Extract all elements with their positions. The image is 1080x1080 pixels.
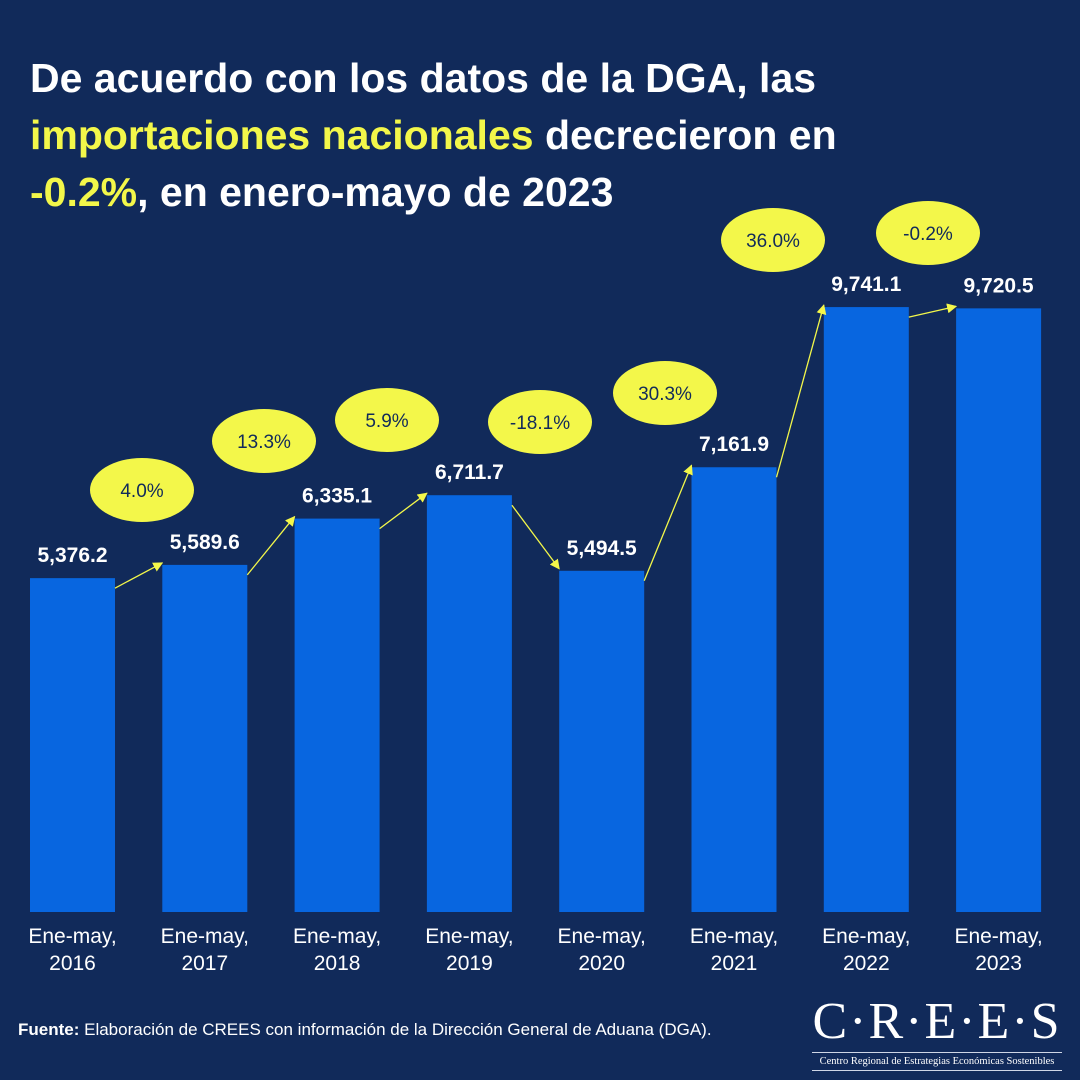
category-label: Ene-may, (161, 925, 249, 948)
growth-arrow (511, 504, 560, 570)
bar (956, 308, 1042, 912)
growth-bubble (335, 388, 439, 452)
growth-arrow (775, 304, 827, 478)
growth-bubble (613, 361, 717, 425)
bar (823, 307, 909, 912)
growth-arrow (643, 464, 693, 582)
chart-title: De acuerdo con los datos de la DGA, las i… (30, 50, 1030, 221)
growth-arrow (246, 515, 296, 576)
category-label: Ene-may, (28, 925, 116, 948)
crees-logo: C·R·E·E·S Centro Regional de Estrategias… (812, 995, 1062, 1071)
source-label: Fuente: (18, 1020, 80, 1039)
growth-arrow (114, 562, 164, 589)
growth-label: -18.1% (510, 413, 570, 434)
bar (691, 467, 777, 912)
category-label: 2017 (181, 952, 228, 975)
value-label: 7,161.9 (699, 433, 769, 456)
bar (162, 564, 248, 912)
growth-bubble (90, 458, 194, 522)
category-label: 2019 (446, 952, 493, 975)
category-label: Ene-may, (293, 925, 381, 948)
growth-label: 36.0% (746, 231, 800, 252)
value-label: 6,711.7 (435, 461, 504, 484)
value-label: 5,589.6 (170, 531, 240, 554)
category-label: 2021 (711, 952, 758, 975)
growth-bubble (876, 201, 980, 265)
title-text: , en enero-mayo de 2023 (137, 169, 614, 215)
value-label: 6,335.1 (302, 485, 372, 508)
source-note: Fuente: Elaboración de CREES con informa… (18, 1020, 712, 1040)
title-highlight: importaciones nacionales (30, 112, 534, 158)
category-label: 2022 (843, 952, 890, 975)
value-label: 5,494.5 (567, 537, 637, 560)
category-label: Ene-may, (954, 925, 1042, 948)
category-label: 2023 (975, 952, 1022, 975)
category-label: Ene-may, (558, 925, 646, 948)
source-text: Elaboración de CREES con información de … (79, 1020, 712, 1039)
title-line: De acuerdo con los datos de la DGA, las (30, 55, 817, 101)
growth-bubble (212, 409, 316, 473)
title-highlight-value: -0.2% (30, 169, 138, 215)
category-label: Ene-may, (425, 925, 513, 948)
value-label: 5,376.2 (37, 544, 107, 567)
growth-arrow (908, 303, 958, 318)
bar (426, 495, 512, 912)
growth-bubble (721, 208, 825, 272)
value-label: 9,720.5 (964, 274, 1034, 297)
bar (559, 570, 645, 912)
title-text: decrecieron en (533, 112, 837, 158)
bar (30, 578, 115, 912)
category-label: Ene-may, (690, 925, 778, 948)
category-label: Ene-may, (822, 925, 910, 948)
category-label: 2020 (578, 952, 625, 975)
category-label: 2018 (314, 952, 361, 975)
value-label: 9,741.1 (831, 273, 901, 296)
growth-bubble (488, 390, 592, 454)
logo-name: C·R·E·E·S (812, 993, 1062, 1050)
logo-subtitle: Centro Regional de Estrategias Económica… (812, 1052, 1062, 1071)
category-label: 2016 (49, 952, 96, 975)
growth-label: 5.9% (365, 411, 408, 432)
growth-label: 13.3% (237, 432, 291, 453)
growth-label: 30.3% (638, 384, 692, 405)
growth-arrow (379, 492, 428, 530)
growth-label: 4.0% (120, 481, 163, 502)
bar (294, 518, 380, 912)
growth-label: -0.2% (903, 224, 953, 245)
